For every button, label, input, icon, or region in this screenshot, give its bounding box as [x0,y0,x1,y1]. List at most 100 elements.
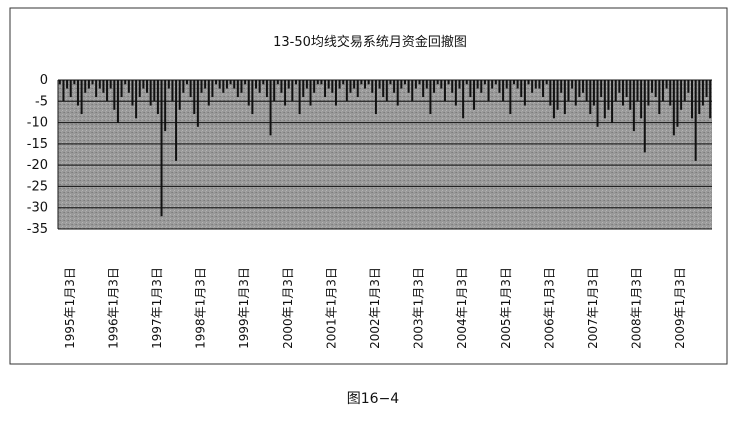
bar [364,80,367,89]
bar [687,80,690,93]
bar [287,80,290,89]
bar [131,80,134,106]
bar [709,80,712,119]
x-tick-label: 2008年1月3日 [630,267,644,349]
bar [512,80,515,85]
bar [483,80,486,85]
bar [600,80,603,98]
bar [560,80,563,93]
bar [640,80,643,119]
bar [240,80,243,93]
bar [603,80,606,119]
x-tick-label: 1998年1月3日 [194,267,208,349]
bar [396,80,399,106]
bar [109,80,112,89]
bar [523,80,526,106]
bar [262,80,265,85]
y-tick-label: -30 [27,201,48,216]
y-tick-label: -10 [27,116,48,131]
bar [498,80,501,93]
bar [120,80,123,98]
bar [407,80,410,93]
bar [349,80,352,93]
bar [582,80,585,93]
bar [160,80,163,217]
x-tick-label: 1995年1月3日 [63,267,77,349]
bar [701,80,704,106]
x-tick-label: 2009年1月3日 [673,267,687,349]
bar [182,80,185,93]
bar [309,80,312,106]
bar [578,80,581,98]
x-tick-label: 1996年1月3日 [106,267,120,349]
bar [273,80,276,102]
plot-area [58,80,712,229]
y-tick-label: -25 [27,179,48,194]
bar [247,80,250,106]
bar [116,80,119,123]
y-tick-labels: 0 -5 -10 -15 -20 -25 -30 -35 [27,73,48,237]
y-tick-label: 0 [40,73,48,88]
bar [589,80,592,115]
bar [665,80,668,89]
bar [403,80,406,85]
bar [414,80,417,89]
bar [215,80,218,85]
bar [611,80,614,123]
bar [494,80,497,85]
bar [153,80,156,102]
bar [178,80,181,110]
bar [433,80,436,93]
bar [447,80,450,85]
bar [102,80,105,93]
bar [80,80,83,115]
bar [374,80,377,115]
bar [211,80,214,98]
bar [549,80,552,106]
bar [661,80,664,102]
y-tick-label: -15 [27,137,48,152]
bar [465,80,468,85]
bar [520,80,523,98]
bar [331,80,334,93]
bar [113,80,116,110]
bar [443,80,446,102]
bar [618,80,621,93]
bar [149,80,152,106]
bar [229,80,232,85]
bar [124,80,127,85]
bar [320,80,323,85]
bar [360,80,363,85]
bar [353,80,356,89]
bar [371,80,374,93]
bar [491,80,494,89]
bar [196,80,199,127]
x-tick-label: 2004年1月3日 [455,267,469,349]
bar [200,80,203,93]
bar [592,80,595,106]
bar [683,80,686,102]
bar [313,80,316,93]
bar [305,80,308,89]
bar [225,80,228,89]
bar [265,80,268,98]
bar [534,80,537,89]
bar [516,80,519,89]
bar [654,80,657,98]
bar [651,80,654,93]
bar [135,80,138,119]
bar [62,80,65,102]
bar [429,80,432,115]
bar [385,80,388,102]
bar [596,80,599,127]
bar [676,80,679,127]
bar [58,80,61,85]
bar [454,80,457,106]
bar [694,80,697,161]
y-tick-label: -20 [27,158,48,173]
bar [647,80,650,106]
bar [95,80,98,98]
bar [563,80,566,115]
bar [632,80,635,132]
